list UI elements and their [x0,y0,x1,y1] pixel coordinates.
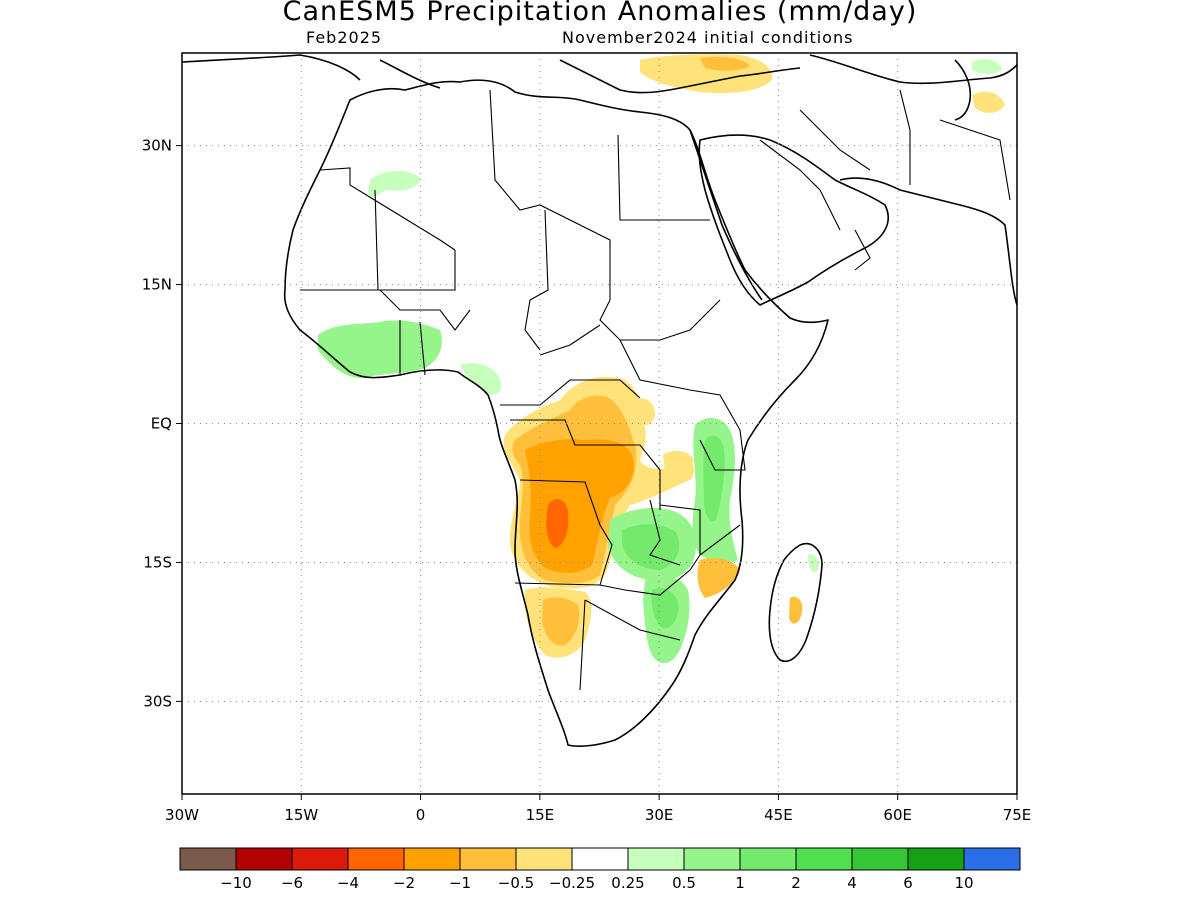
colorbar-swatch [515,847,573,871]
red-sea-coastline [689,129,763,301]
border [514,479,613,586]
colorbar-label: 10 [954,874,973,892]
colorbar-label: 1 [735,874,745,892]
longitude-ticks: 30W 15W 0 15E 30E 45E 60E 75E [165,794,1031,824]
lat-tick-label: 15S [143,553,172,571]
border [659,504,701,555]
border [539,324,691,391]
lat-tick-label: EQ [151,415,172,433]
colorbar-swatch [683,847,741,871]
colorbar-swatch [347,847,405,871]
colorbar-swatch [627,847,685,871]
border [524,209,549,351]
colorbar-swatch [571,847,629,871]
colorbar-swatch [235,847,293,871]
coastlines [182,54,1017,747]
border [649,499,681,566]
map-title: CanESM5 Precipitation Anomalies (mm/day) [282,0,918,27]
zambia-wet-strong [622,524,680,570]
border [510,419,661,510]
colorbar-label: −6 [281,874,303,892]
lon-tick-label: 15E [526,806,555,824]
lon-tick-label: 30E [645,806,674,824]
sahara-wet [368,170,420,197]
border [399,320,426,376]
zimbabwe-wet-strong [651,588,679,629]
europe-coastline [182,54,1017,94]
colorbar-swatch [459,847,517,871]
lat-tick-label: 30N [142,137,172,155]
west-africa-wet [318,320,442,379]
border [854,229,871,271]
gulf-coastline [839,177,1017,306]
iran-dry [972,91,1005,113]
border [319,167,456,251]
colorbar-swatch [403,847,461,871]
lon-tick-label: 15W [284,806,318,824]
colorbar-label: −0.25 [549,874,595,892]
init-conditions-label: November2024 initial conditions [562,28,854,47]
mediterranean-dry-mid [700,56,750,71]
mozambique-dry [697,558,740,598]
arabia-coastline [698,134,890,306]
colorbar-label: −2 [393,874,415,892]
colorbar: −10 −6 −4 −2 −1 −0.5 −0.25 0.25 0.5 1 2 4 6 10 [179,847,1021,892]
lon-tick-label: 45E [764,806,793,824]
border [759,109,871,231]
colorbar-swatch [179,847,237,871]
colorbar-swatch [739,847,797,871]
colorbar-label: −1 [449,874,471,892]
border [689,389,746,471]
colorbar-label: 2 [791,874,801,892]
tanzania-dry [663,450,694,475]
border [617,134,710,221]
lon-tick-label: 30W [165,806,199,824]
colorbar-swatch [907,847,965,871]
caspian-coastline [954,59,972,121]
uganda-dry [636,398,655,426]
madagascar-wet [808,554,819,573]
lat-tick-label: 30S [143,692,172,710]
colorbar-label: −4 [337,874,359,892]
lon-tick-label: 60E [883,806,912,824]
lat-tick-label: 15N [142,276,172,294]
madagascar-coastline [768,543,823,662]
anomaly-shading [318,54,1005,664]
lon-tick-label: 0 [416,806,426,824]
west-africa-wet-2 [460,363,502,395]
border [599,524,741,596]
latitude-ticks: 30N 15N EQ 15S 30S [142,137,182,710]
valid-month-label: Feb2025 [306,28,383,47]
colorbar-label: 4 [847,874,857,892]
colorbar-label: 0.5 [672,874,696,892]
colorbar-swatch [291,847,349,871]
country-borders [300,89,1011,691]
namibia-dry-mid [542,597,580,646]
africa-coastline [283,79,829,747]
caspian-wet [972,59,1002,74]
colorbar-label: −0.5 [498,874,534,892]
border [489,89,611,300]
lon-tick-label: 75E [1003,806,1032,824]
colorbar-swatch [851,847,909,871]
border [374,189,456,291]
colorbar-label: 6 [903,874,913,892]
border [500,379,641,406]
border [899,89,1011,201]
border [599,299,721,341]
border [300,289,471,331]
border [579,599,681,691]
angola-dry-core [546,499,569,548]
colorbar-swatch [963,847,1021,871]
madagascar-dry [789,596,803,624]
colorbar-label: −10 [220,874,252,892]
colorbar-swatch [795,847,853,871]
colorbar-label: 0.25 [611,874,644,892]
